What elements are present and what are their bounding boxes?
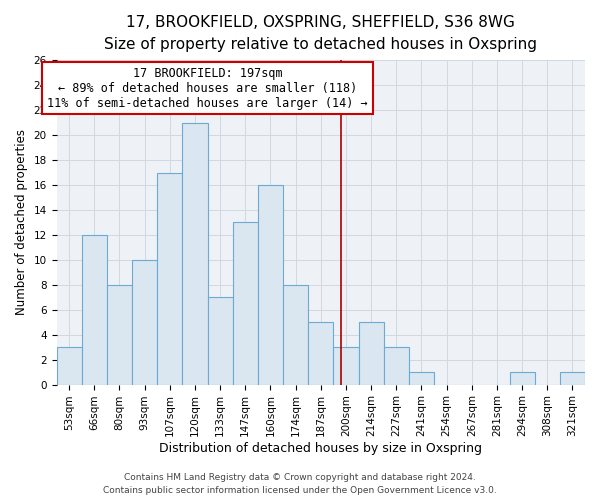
Bar [208,298,233,384]
Bar [560,372,585,384]
Text: Contains HM Land Registry data © Crown copyright and database right 2024.
Contai: Contains HM Land Registry data © Crown c… [103,474,497,495]
Bar [359,322,383,384]
Bar [182,122,208,384]
Text: 17 BROOKFIELD: 197sqm
← 89% of detached houses are smaller (118)
11% of semi-det: 17 BROOKFIELD: 197sqm ← 89% of detached … [47,66,368,110]
Bar [509,372,535,384]
Y-axis label: Number of detached properties: Number of detached properties [15,130,28,316]
X-axis label: Distribution of detached houses by size in Oxspring: Distribution of detached houses by size … [159,442,482,455]
Title: 17, BROOKFIELD, OXSPRING, SHEFFIELD, S36 8WG
Size of property relative to detach: 17, BROOKFIELD, OXSPRING, SHEFFIELD, S36… [104,15,537,52]
Bar [283,285,308,384]
Bar [233,222,258,384]
Bar [258,185,283,384]
Bar [383,347,409,385]
Bar [82,235,107,384]
Bar [409,372,434,384]
Bar [56,347,82,385]
Bar [308,322,334,384]
Bar [157,172,182,384]
Bar [107,285,132,384]
Bar [132,260,157,384]
Bar [334,347,359,385]
